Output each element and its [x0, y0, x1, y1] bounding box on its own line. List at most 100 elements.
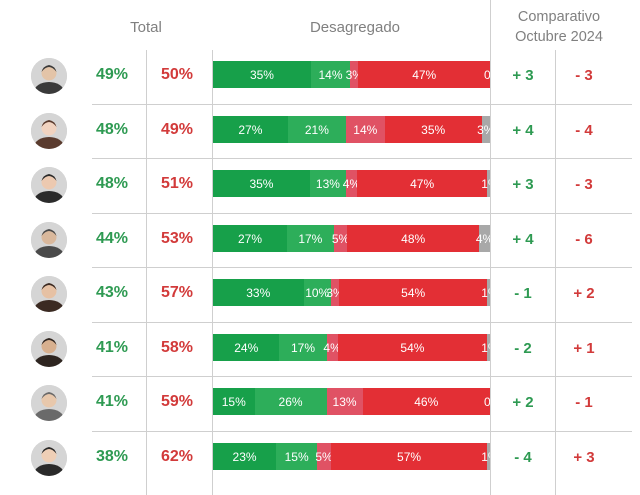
bar-segment: 17% — [279, 333, 327, 361]
bar-segment: 57% — [330, 442, 488, 470]
bar-segment-label: 1% — [481, 177, 490, 191]
stacked-bar: 23% 15% 5% 57% 1% — [213, 442, 490, 470]
header-comparativo-line2: Octubre 2024 — [515, 29, 603, 45]
comparativo-negative: - 6 — [575, 230, 593, 248]
table-row: 41% 59% 15% 26% 13% 46% 0% + 2 - 1 — [0, 376, 640, 430]
total-negative: 51% — [160, 175, 194, 192]
bar-segment: 54% — [339, 279, 488, 306]
comparativo-positive: - 1 — [514, 285, 532, 302]
comparativo-negative: - 1 — [575, 394, 593, 411]
bar-segment: 10% — [303, 279, 331, 306]
bar-segment-label: 27% — [238, 122, 263, 137]
bar-segment-label: 33% — [246, 286, 271, 300]
bar-segment: 35% — [213, 170, 310, 197]
bar-segment: 48% — [347, 224, 479, 252]
bar-segment-label: 4% — [342, 177, 361, 191]
bar-segment: 17% — [287, 224, 334, 252]
bar-segment: 1% — [481, 333, 490, 361]
person-8-avatar — [31, 439, 67, 476]
comparativo-positive: - 2 — [514, 339, 532, 357]
table-row: 48% 51% 35% 13%4% 47% 1% + 3 - 3 — [0, 158, 640, 212]
bar-segment-label: 17% — [290, 340, 316, 355]
stacked-bar: 27% 17% 5% 48% 4% — [213, 224, 490, 252]
row-divider — [92, 376, 632, 377]
bar-segment-label: 24% — [234, 340, 259, 355]
comparativo-positive: - 4 — [514, 448, 532, 466]
bar-segment: 23% — [213, 442, 277, 470]
stacked-bar: 24% 17% 4% 54% 1% — [213, 333, 490, 361]
comparativo-negative: + 3 — [573, 448, 595, 466]
bar-segment-label: 46% — [414, 395, 439, 409]
total-negative: 62% — [160, 447, 194, 465]
bar-segment: 3% — [346, 61, 363, 88]
bar-segment: 14% — [345, 115, 385, 143]
person-7-avatar — [31, 385, 67, 421]
person-2-avatar — [31, 112, 67, 149]
total-positive: 41% — [95, 338, 129, 356]
person-3-avatar — [31, 167, 67, 203]
total-positive: 48% — [95, 120, 129, 138]
bar-segment-label: 21% — [304, 122, 329, 137]
bar-segment-label: 26% — [278, 395, 303, 409]
person-4-avatar — [31, 221, 67, 258]
bar-segment-label: 48% — [401, 231, 426, 246]
bar-segment: 5% — [332, 224, 349, 252]
bar-segment: 35% — [213, 61, 311, 88]
bar-segment-label: 14% — [318, 68, 343, 82]
table-row: 41% 58% 24% 17% 4% 54% 1% - 2 + 1 — [0, 322, 640, 376]
bar-segment-label: 1% — [481, 286, 490, 300]
bar-segment: 21% — [287, 115, 346, 143]
bar-segment: 15% — [276, 442, 318, 470]
comparativo-positive: + 2 — [512, 394, 534, 411]
bar-segment-label: 17% — [298, 231, 323, 246]
stacked-bar: 35% 14%3% 47% 0% — [213, 61, 490, 88]
row-divider — [92, 267, 632, 268]
divider-desagregado-right — [490, 0, 491, 495]
bar-segment: 27% — [213, 224, 288, 252]
comparativo-negative: - 3 — [575, 176, 593, 193]
comparativo-negative: - 4 — [575, 121, 593, 139]
bar-segment-label: 15% — [284, 449, 309, 464]
comparativo-positive: + 3 — [512, 176, 534, 193]
bar-segment-label: 5% — [315, 449, 333, 464]
person-6-avatar — [31, 330, 67, 367]
bar-segment: 13% — [326, 388, 363, 415]
total-positive: 43% — [95, 284, 129, 301]
bar-segment-label: 1% — [481, 340, 490, 355]
header-total: Total — [130, 19, 162, 36]
bar-segment: 4% — [323, 333, 341, 361]
bar-segment-label: 23% — [232, 449, 257, 464]
total-negative: 49% — [160, 120, 194, 138]
header-comparativo: Comparativo Octubre 2024 — [493, 7, 625, 47]
comparativo-negative: + 1 — [573, 339, 595, 357]
header-comparativo-line1: Comparativo — [517, 9, 601, 25]
comparativo-positive: + 3 — [512, 67, 534, 84]
total-positive: 49% — [95, 66, 129, 83]
bar-segment-label: 4% — [475, 231, 490, 246]
bar-segment-label: 3% — [477, 122, 490, 137]
row-divider — [92, 321, 632, 323]
row-divider — [92, 430, 632, 432]
bar-segment: 33% — [213, 279, 304, 306]
bar-segment-label: 47% — [410, 177, 435, 191]
total-negative: 57% — [160, 284, 194, 301]
comparativo-positive: + 4 — [512, 230, 534, 248]
bar-segment-label: 1% — [481, 449, 490, 464]
bar-segment-label: 57% — [397, 449, 422, 464]
bar-segment-label: 14% — [353, 122, 378, 137]
comparativo-negative: - 3 — [575, 67, 593, 84]
total-positive: 38% — [95, 447, 129, 465]
bar-segment: 15% — [213, 388, 255, 415]
table-row: 38% 62% 23% 15% 5% 57% 1% - 4 + 3 — [0, 431, 640, 485]
comparativo-positive: + 4 — [512, 121, 534, 139]
stacked-bar: 35% 13%4% 47% 1% — [213, 170, 490, 197]
row-divider — [92, 158, 632, 159]
total-positive: 44% — [95, 229, 129, 247]
bar-segment: 1% — [481, 170, 490, 197]
bar-segment-label: 27% — [238, 231, 263, 246]
header-desagregado: Desagregado — [309, 19, 401, 36]
bar-segment-label: 15% — [221, 395, 246, 409]
bar-segment: 3% — [477, 115, 490, 143]
bar-segment-label: 10% — [305, 286, 330, 300]
bar-segment-label: 13% — [315, 177, 340, 191]
